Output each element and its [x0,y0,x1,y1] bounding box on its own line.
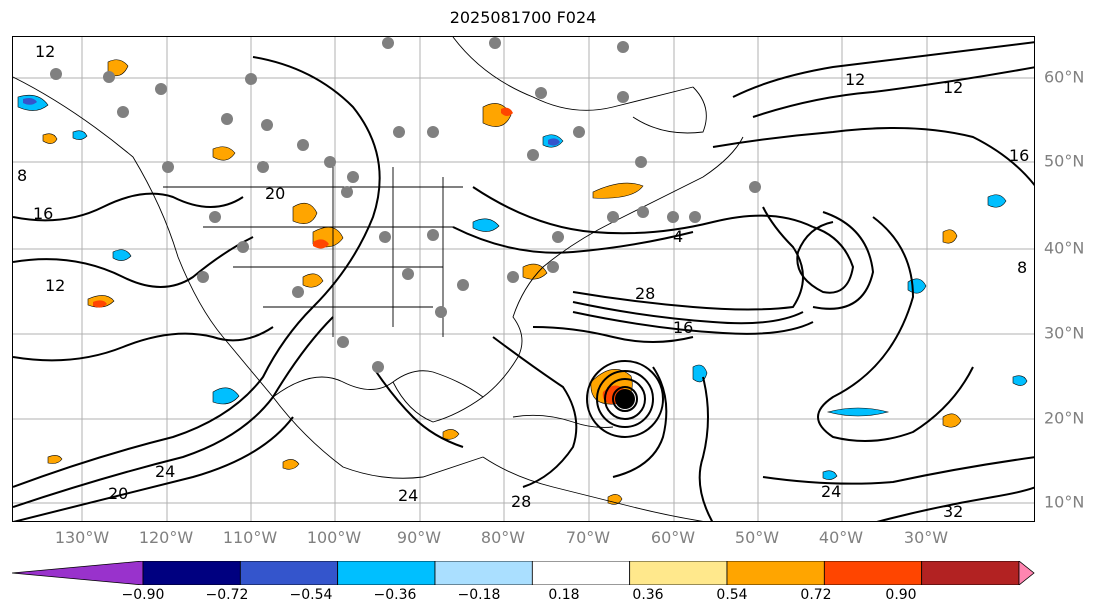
colorbar-tick: 0.18 [548,587,580,603]
latitude-label: 40°N [1044,238,1085,258]
contour-label: 16 [1009,146,1029,165]
contour-label: 16 [33,204,53,223]
longitude-label: 60°W [650,528,696,547]
colorbar-tick: −0.54 [289,587,333,603]
colorbar-extend-high [1018,561,1035,585]
map-title: 2025081700 F024 [449,8,597,27]
colorbar-segment [239,561,339,585]
longitude-label: 120°W [138,528,194,547]
longitude-label: 90°W [396,528,442,547]
contour-label: 16 [673,318,693,337]
map-layers: 12 12 12 12 16 16 16 20 20 24 24 24 28 2… [13,37,1034,521]
contour-label: 32 [943,502,963,521]
colorbar-segment [921,561,1020,585]
colorbar-tick: −0.18 [457,587,501,603]
contour-label: 24 [155,462,175,481]
colorbar-segment [823,561,923,585]
colorbar-tick: −0.72 [205,587,249,603]
positive-shading [42,59,962,505]
graticule [13,37,1034,521]
weather-map: 12 12 12 12 16 16 16 20 20 24 24 24 28 2… [12,36,1035,522]
longitude-label: 70°W [565,528,611,547]
longitude-label: 110°W [222,528,278,547]
strong-negative-shading [23,98,560,146]
contour-label: 12 [45,276,65,295]
contour-label: 20 [265,184,285,203]
latitude-label: 50°N [1044,151,1085,171]
longitude-label: 50°W [734,528,780,547]
contour-label: 28 [635,284,655,303]
negative-shading [17,94,1028,480]
colorbar [12,561,1035,585]
latitude-label: 60°N [1044,67,1085,87]
colorbar-segment [434,561,533,585]
hurricane-contours [586,360,664,438]
hurricane-center [615,389,635,409]
colorbar-segment [726,561,825,585]
contour-label: 20 [108,484,128,503]
contour-label: 28 [511,492,531,511]
contour-label: 4 [673,227,683,246]
colorbar-tick: 0.36 [632,587,664,603]
colorbar-segment [337,561,436,585]
colorbar-segment [531,561,631,585]
longitude-label: 130°W [54,528,110,547]
strong-positive-shading [93,107,626,404]
station-markers [50,37,761,373]
contour-label: 8 [1017,258,1027,277]
longitude-label: 40°W [818,528,864,547]
colorbar-tick: −0.36 [373,587,417,603]
colorbar-segment [629,561,728,585]
contour-label: 8 [17,166,27,185]
colorbar-extend-low [12,561,144,585]
longitude-label: 100°W [306,528,362,547]
colorbar-segment [142,561,241,585]
contour-label: 12 [845,70,865,89]
contour-label: 12 [35,42,55,61]
contour-label: 24 [398,486,418,505]
coastlines [13,37,744,521]
colorbar-tick: 0.72 [800,587,832,603]
contour-label: 12 [943,78,963,97]
latitude-label: 20°N [1044,408,1085,428]
contour-labels: 12 12 12 12 16 16 16 20 20 24 24 24 28 2… [17,42,1029,521]
contours [13,41,1034,521]
colorbar-tick: −0.90 [121,587,165,603]
longitude-label: 30°W [903,528,949,547]
latitude-label: 30°N [1044,323,1085,343]
colorbar-tick: 0.90 [885,587,917,603]
latitude-label: 10°N [1044,492,1085,512]
longitude-label: 80°W [480,528,526,547]
contour-label: 24 [821,482,841,501]
colorbar-tick: 0.54 [716,587,748,603]
